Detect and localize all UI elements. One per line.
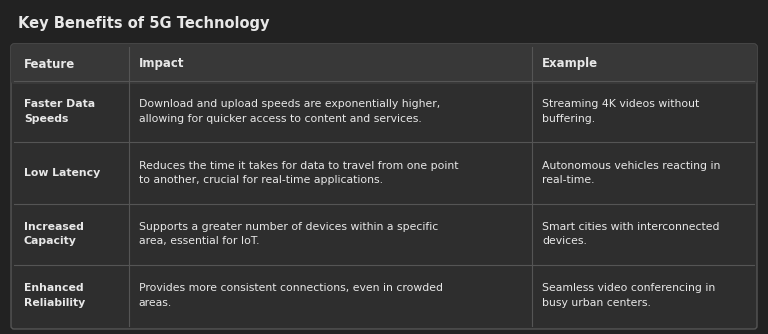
FancyBboxPatch shape: [11, 44, 757, 329]
Text: Smart cities with interconnected
devices.: Smart cities with interconnected devices…: [542, 222, 720, 246]
Text: Key Benefits of 5G Technology: Key Benefits of 5G Technology: [18, 16, 270, 31]
Text: Autonomous vehicles reacting in
real-time.: Autonomous vehicles reacting in real-tim…: [542, 161, 720, 185]
Text: Feature: Feature: [24, 57, 75, 70]
Text: Example: Example: [542, 57, 598, 70]
Text: Reduces the time it takes for data to travel from one point
to another, crucial : Reduces the time it takes for data to tr…: [139, 161, 458, 185]
Text: Seamless video conferencing in
busy urban centers.: Seamless video conferencing in busy urba…: [542, 283, 715, 308]
FancyBboxPatch shape: [11, 44, 757, 84]
Text: Supports a greater number of devices within a specific
area, essential for IoT.: Supports a greater number of devices wit…: [139, 222, 438, 246]
Text: Streaming 4K videos without
buffering.: Streaming 4K videos without buffering.: [542, 100, 699, 124]
Text: Provides more consistent connections, even in crowded
areas.: Provides more consistent connections, ev…: [139, 283, 442, 308]
Text: Increased
Capacity: Increased Capacity: [24, 222, 84, 246]
Text: Low Latency: Low Latency: [24, 168, 101, 178]
Bar: [14, 75, 754, 81]
Text: Impact: Impact: [139, 57, 184, 70]
Text: Download and upload speeds are exponentially higher,
allowing for quicker access: Download and upload speeds are exponenti…: [139, 100, 440, 124]
Text: Faster Data
Speeds: Faster Data Speeds: [24, 100, 95, 124]
Text: Enhanced
Reliability: Enhanced Reliability: [24, 283, 85, 308]
